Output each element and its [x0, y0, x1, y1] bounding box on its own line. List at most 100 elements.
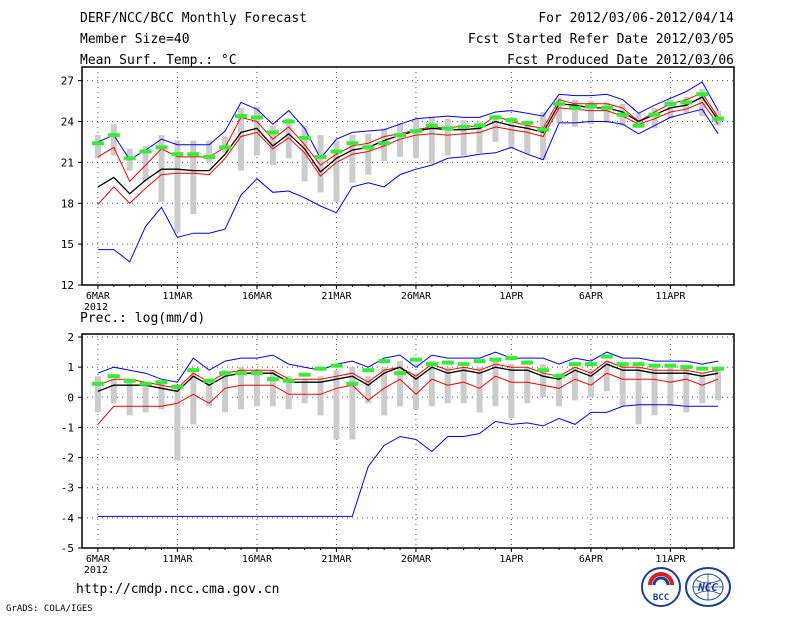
spread-box: [190, 370, 197, 425]
obs-marker: [553, 101, 566, 106]
spread-box: [238, 367, 245, 410]
plot-frame: [81, 333, 735, 549]
spread-box: [94, 376, 101, 413]
spread-box: [317, 135, 324, 193]
obs-marker: [680, 365, 693, 370]
obs-marker: [330, 363, 343, 368]
obs-marker: [537, 127, 550, 132]
obs-marker: [409, 129, 422, 134]
obs-marker: [457, 124, 470, 129]
obs-marker: [568, 105, 581, 110]
spread-box: [365, 133, 372, 175]
obs-marker: [123, 378, 136, 383]
obs-marker: [235, 114, 248, 119]
obs-marker: [187, 152, 200, 157]
variable-label: Mean Surf. Temp.: °C: [80, 53, 237, 68]
source-url[interactable]: http://cmdp.ncc.cma.gov.cn: [76, 582, 280, 597]
spread-box: [460, 120, 467, 156]
y-tick-label: 0: [67, 391, 74, 404]
obs-marker: [505, 356, 518, 361]
spread-box: [94, 135, 101, 159]
obs-marker: [203, 378, 216, 383]
series-line-ensemble_mean: [97, 96, 719, 195]
obs-marker: [489, 115, 502, 120]
series-line-lower: [97, 404, 719, 517]
obs-marker: [362, 145, 375, 150]
obs-marker: [155, 380, 168, 385]
spread-box: [412, 118, 419, 159]
obs-marker: [712, 116, 725, 121]
x-tick-label: 11MAR: [162, 291, 193, 302]
spread-box: [492, 114, 499, 142]
obs-marker: [648, 112, 661, 117]
spread-box: [158, 382, 165, 410]
y-tick-label: 15: [61, 238, 74, 251]
x-tick-label: 6APR: [579, 291, 604, 302]
spread-box: [397, 361, 404, 407]
obs-marker: [378, 141, 391, 146]
obs-marker: [616, 112, 629, 117]
y-tick-label: 1: [67, 361, 74, 374]
series-line-inner: [97, 92, 719, 183]
spread-box: [110, 124, 117, 156]
obs-marker: [394, 133, 407, 138]
obs-marker: [409, 357, 422, 362]
spread-box: [667, 99, 674, 119]
spread-box: [174, 140, 181, 232]
obs-marker: [203, 154, 216, 159]
y-tick-label: 18: [61, 197, 74, 210]
spread-box: [651, 367, 658, 416]
spread-box: [587, 370, 594, 398]
spread-box: [571, 367, 578, 401]
obs-marker: [696, 92, 709, 97]
forecast-period: For 2012/03/06-2012/04/14: [538, 11, 734, 26]
spread-box: [508, 364, 515, 419]
obs-marker: [346, 141, 359, 146]
bcc-logo: BCC: [641, 567, 681, 607]
obs-marker: [235, 371, 248, 376]
obs-marker: [139, 381, 152, 386]
spread-box: [269, 370, 276, 407]
obs-marker: [696, 366, 709, 371]
spread-box: [492, 361, 499, 407]
x-tick-label: 26MAR: [401, 554, 432, 565]
obs-marker: [314, 154, 327, 159]
obs-marker: [266, 130, 279, 135]
obs-marker: [457, 362, 470, 367]
y-tick-label: 12: [61, 279, 74, 292]
spread-box: [556, 373, 563, 407]
x-tick-label: 21MAR: [321, 291, 352, 302]
spread-box: [365, 376, 372, 404]
spread-box: [285, 376, 292, 410]
obs-marker: [441, 126, 454, 131]
obs-marker: [394, 371, 407, 376]
series-line-lower: [97, 108, 719, 263]
obs-marker: [107, 374, 120, 379]
spread-box: [158, 135, 165, 202]
spread-box: [110, 379, 117, 404]
spread-box: [603, 102, 610, 123]
spread-box: [301, 379, 308, 404]
spread-box: [571, 99, 578, 127]
obs-marker: [425, 123, 438, 128]
obs-marker: [584, 362, 597, 367]
spread-box: [397, 122, 404, 157]
spread-box: [317, 376, 324, 416]
spread-box: [222, 136, 229, 153]
spread-box: [460, 367, 467, 404]
spread-box: [126, 379, 133, 416]
x-tick-label: 11APR: [655, 291, 686, 302]
obs-marker: [664, 101, 677, 106]
series-line-ensemble_mean: [97, 363, 719, 393]
produced-date: Fcst Produced Date 2012/03/06: [507, 53, 734, 68]
obs-marker: [473, 123, 486, 128]
x-tick-label: 11MAR: [162, 554, 193, 565]
x-tick-label: 1APR: [499, 554, 524, 565]
obs-marker: [664, 363, 677, 368]
x-year-label: 2012: [84, 302, 108, 313]
obs-marker: [282, 378, 295, 383]
y-tick-label: -4: [61, 512, 75, 525]
obs-marker: [219, 371, 232, 376]
y-tick-label: 2: [67, 331, 74, 344]
y-tick-label: -3: [61, 482, 74, 495]
